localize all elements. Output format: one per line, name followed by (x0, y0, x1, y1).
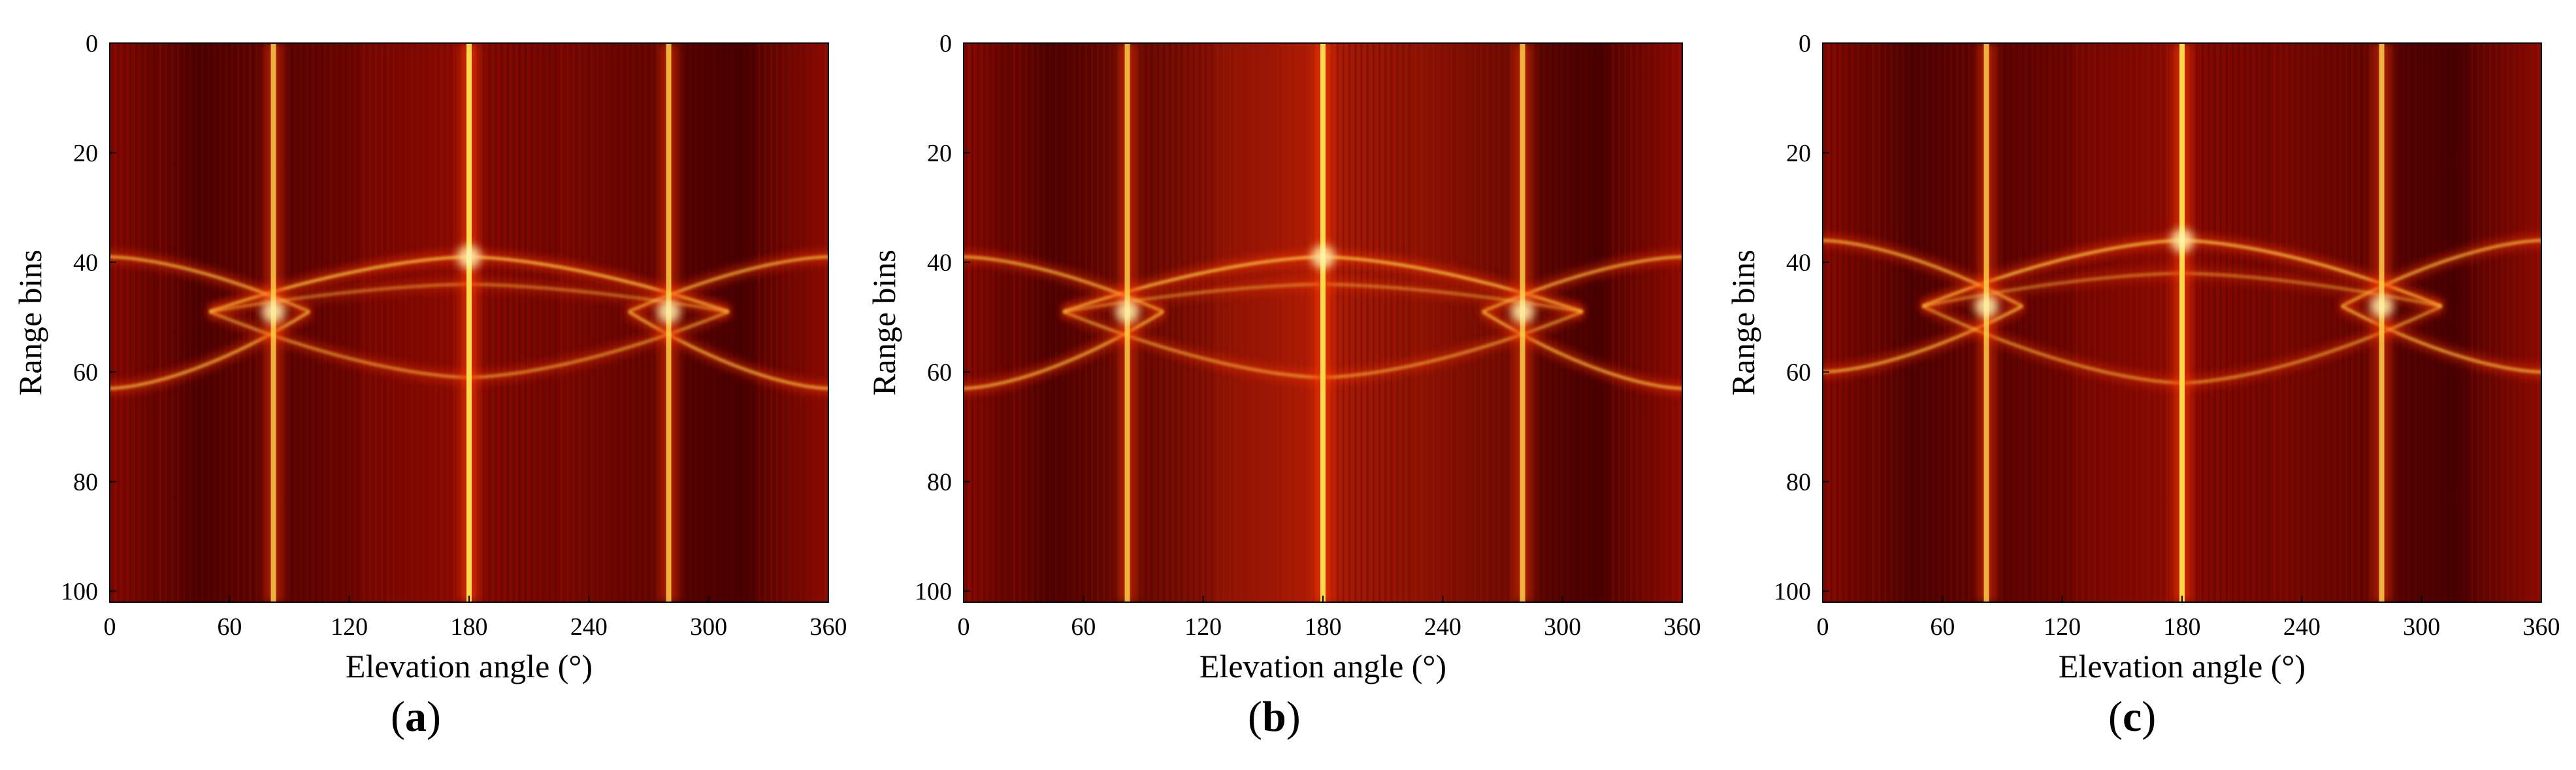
vertical-line-1 (466, 43, 472, 602)
y-tick-label: 40 (927, 249, 952, 277)
y-tick-label: 20 (1786, 140, 1811, 167)
panel-label-b: (b) (1248, 693, 1301, 741)
arc-trace-3 (964, 310, 1164, 390)
arc-trace-1 (964, 255, 1164, 313)
x-tick-label: 180 (451, 613, 488, 641)
x-tick-label: 240 (2283, 613, 2321, 641)
arc-trace-3 (1823, 305, 2023, 374)
arc-trace-1 (1823, 239, 2023, 308)
texture-stripes (965, 43, 1680, 602)
x-tick-label: 120 (2044, 613, 2081, 641)
x-tick-label: 300 (2403, 613, 2440, 641)
arc-trace-4 (1482, 310, 1682, 390)
x-axis-label: Elevation angle (°) (2059, 648, 2306, 684)
plot-area (1823, 43, 2541, 602)
x-tick-label: 0 (1817, 613, 1829, 641)
y-tick-label: 20 (927, 140, 952, 167)
x-axis-label: Elevation angle (°) (1199, 648, 1446, 684)
arc-trace-1 (110, 255, 310, 313)
intersection-point-1 (1311, 245, 1335, 269)
x-tick-label: 360 (2523, 613, 2560, 641)
vertical-line-1 (2179, 43, 2185, 602)
y-tick-label: 40 (1786, 249, 1811, 277)
arc-trace-4 (2341, 305, 2541, 374)
x-tick-label: 300 (1544, 613, 1581, 641)
y-tick-label: 20 (73, 140, 98, 167)
x-tick-label: 120 (331, 613, 368, 641)
intersection-point-2 (657, 300, 681, 324)
arc-trace-2 (1482, 255, 1682, 313)
intersection-point-2 (2370, 294, 2394, 318)
intersection-point-0 (1974, 294, 1998, 318)
x-tick-label: 60 (1071, 613, 1096, 641)
y-tick-label: 80 (73, 468, 98, 496)
y-tick-label: 60 (927, 359, 952, 387)
vertical-line-0 (1983, 43, 1989, 602)
y-tick-label: 80 (1786, 468, 1811, 496)
y-tick-label: 80 (927, 468, 952, 496)
y-tick-label: 100 (61, 578, 98, 605)
heatmap-panel-a: 0 60 120 180 240 300 360 0 20 40 60 80 100 Elevation … (12, 30, 847, 684)
x-tick-label: 360 (1664, 613, 1701, 641)
y-tick-label: 0 (1799, 30, 1811, 57)
x-tick-label: 180 (2164, 613, 2201, 641)
y-tick-label: 60 (1786, 359, 1811, 387)
x-tick-label: 180 (1305, 613, 1342, 641)
x-tick-label: 360 (810, 613, 847, 641)
y-tick-label: 0 (86, 30, 98, 57)
panel-label-a: (a) (391, 693, 441, 741)
y-axis-label: Range bins (1725, 249, 1761, 396)
y-tick-label: 100 (915, 578, 952, 605)
vertical-line-2 (2379, 43, 2385, 602)
intersection-point-0 (261, 300, 285, 324)
x-axis-label: Elevation angle (°) (346, 648, 593, 684)
y-axis-label: Range bins (866, 249, 902, 396)
x-tick-label: 60 (217, 613, 242, 641)
heatmap-panel-b: 0 60 120 180 240 300 360 0 20 40 60 80 100 Elevation … (866, 30, 1701, 684)
intersection-point-2 (1510, 300, 1535, 324)
vertical-line-1 (1320, 43, 1326, 602)
arc-trace-2 (2341, 239, 2541, 308)
heatmap-panel-c: 0 60 120 180 240 300 360 0 20 40 60 80 100 Elevation … (1725, 30, 2560, 684)
y-tick-label: 100 (1774, 578, 1811, 605)
x-tick-label: 240 (1424, 613, 1461, 641)
arc-trace-4 (628, 310, 828, 390)
x-tick-label: 0 (958, 613, 970, 641)
intersection-point-1 (2170, 229, 2194, 253)
plot-area (110, 43, 828, 602)
x-tick-label: 300 (690, 613, 727, 641)
arc-trace-3 (110, 310, 310, 390)
panel-label-c: (c) (2108, 693, 2157, 741)
y-tick-label: 40 (73, 249, 98, 277)
x-tick-label: 240 (570, 613, 608, 641)
x-tick-label: 60 (1930, 613, 1955, 641)
plot-area (964, 43, 1682, 602)
intersection-point-1 (457, 245, 481, 269)
intersection-point-0 (1115, 300, 1139, 324)
x-tick-label: 0 (104, 613, 116, 641)
y-tick-label: 0 (939, 30, 952, 57)
x-tick-label: 120 (1184, 613, 1222, 641)
y-tick-label: 60 (73, 359, 98, 387)
arc-trace-2 (628, 255, 828, 313)
y-axis-label: Range bins (12, 249, 48, 396)
